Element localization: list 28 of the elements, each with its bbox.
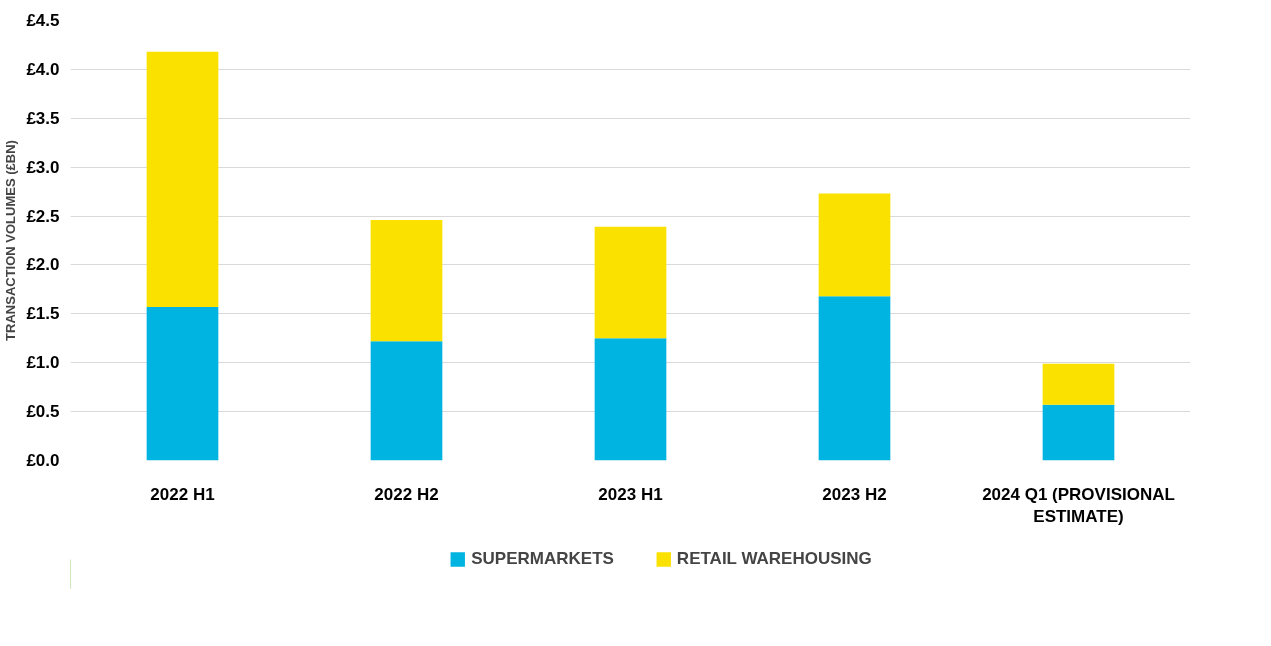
y-tick-label: £2.0 bbox=[26, 255, 60, 275]
y-tick-label: £0.5 bbox=[26, 402, 60, 422]
x-tick-label: 2023 H1 bbox=[598, 484, 663, 504]
y-tick-label: £1.5 bbox=[26, 304, 60, 324]
x-tick-label: 2024 Q1 (PROVISIONAL ESTIMATE) bbox=[982, 484, 1175, 527]
y-tick-label: £0.0 bbox=[26, 451, 60, 470]
legend-label: SUPERMARKETS bbox=[471, 549, 614, 569]
bar bbox=[1042, 363, 1115, 405]
y-tick-label: £3.5 bbox=[26, 108, 60, 128]
bar bbox=[818, 296, 891, 461]
bar bbox=[370, 219, 443, 342]
y-tick-label: £4.0 bbox=[26, 59, 60, 79]
bar bbox=[594, 338, 667, 461]
y-tick-label: £2.5 bbox=[26, 206, 60, 226]
x-tick-label: 2023 H2 bbox=[822, 484, 887, 504]
y-tick-label: £3.0 bbox=[26, 157, 60, 177]
legend-label: RETAIL WAREHOUSING bbox=[676, 549, 872, 569]
y-tick-label: £4.5 bbox=[26, 11, 60, 30]
x-tick-label: 2022 H1 bbox=[150, 484, 215, 504]
bar bbox=[146, 51, 219, 307]
bar bbox=[370, 341, 443, 461]
y-axis-title: TRANSACTION VOLUMES (£BN) bbox=[3, 140, 19, 341]
bar bbox=[146, 306, 219, 461]
y-tick-label: £1.0 bbox=[26, 353, 60, 373]
bar bbox=[1042, 404, 1115, 461]
bar bbox=[594, 226, 667, 339]
x-tick-label: 2022 H2 bbox=[374, 484, 439, 504]
bar bbox=[818, 193, 891, 297]
